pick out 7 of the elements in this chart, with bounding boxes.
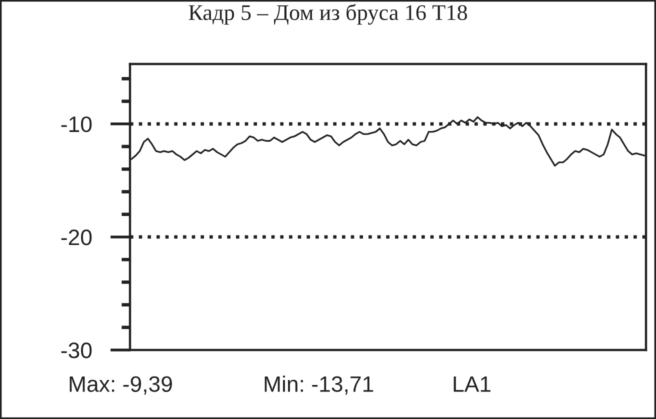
text: Max: -9,39: [70, 376, 172, 395]
y-tick-label: -20: [61, 229, 92, 246]
y-tick-label: -10: [61, 116, 92, 132]
y-tick-label: -30: [61, 342, 92, 358]
text: Min: -13,71: [264, 376, 374, 395]
text: LA1: [454, 376, 490, 392]
chart-title: Кадр 5 – Дом из бруса 16 Т18: [188, 4, 468, 25]
